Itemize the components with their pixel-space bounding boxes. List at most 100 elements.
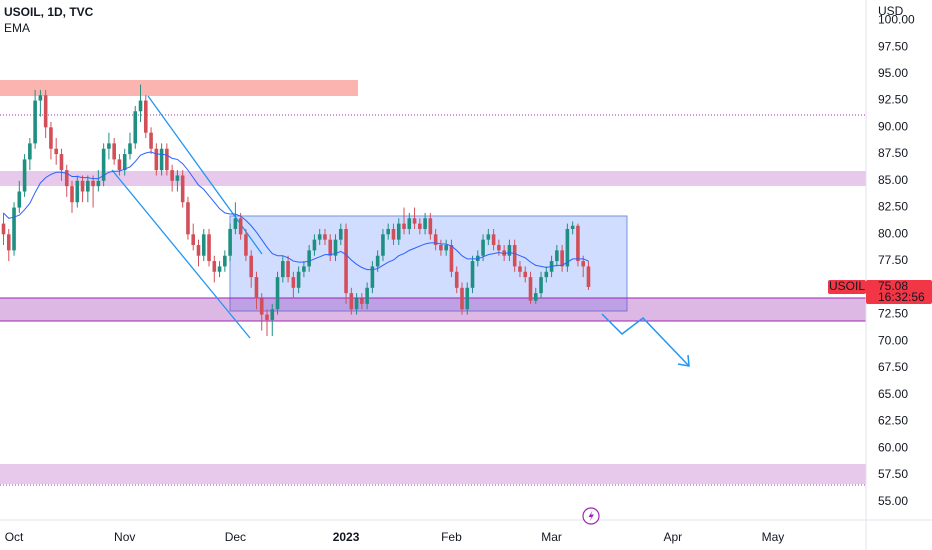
symbol-tag: USOIL [829, 279, 865, 293]
candle-body [539, 277, 543, 294]
candle-body [86, 180, 90, 192]
candle-body [302, 266, 306, 272]
candle-body [91, 180, 95, 187]
candle-body [291, 277, 296, 288]
y-tick-label: 72.50 [878, 307, 908, 321]
candle-body [491, 234, 496, 246]
candle-body [444, 245, 448, 251]
y-tick-label: 65.00 [878, 387, 908, 401]
labels: USOIL, 1D, TVC EMA USD 55.00 57.50 60.00 62.… [4, 4, 932, 544]
y-tick-label: 97.50 [878, 39, 908, 53]
candle-body [433, 234, 438, 246]
price-tag-bg [866, 279, 932, 304]
y-tick-label: 85.00 [878, 173, 908, 187]
x-tick-label: 2023 [333, 530, 360, 544]
candle-body [38, 95, 43, 101]
x-tick-label: Nov [114, 530, 135, 544]
candle-body [12, 207, 16, 251]
candle-body [296, 271, 301, 288]
candle-body [28, 143, 32, 160]
candle-body [170, 170, 174, 181]
y-tick-label: 60.00 [878, 440, 908, 454]
candle-body [270, 309, 275, 320]
candle-body [122, 154, 127, 171]
candle-body [449, 245, 454, 272]
candle-body [275, 277, 280, 310]
x-tick-label: Dec [225, 530, 246, 544]
trend-line [111, 169, 251, 339]
y-tick-label: 57.50 [878, 467, 908, 481]
y-tick-label: 87.50 [878, 146, 908, 160]
y-tick-label: 80.00 [878, 226, 908, 240]
candle-body [338, 228, 343, 240]
candle-body [112, 143, 116, 160]
events-icon[interactable] [582, 507, 600, 525]
candle-body [576, 225, 580, 262]
support-zone [0, 298, 866, 321]
candle-body [386, 228, 391, 235]
candle-body [259, 298, 264, 315]
supply-zone [0, 80, 358, 96]
candle-body [307, 250, 311, 267]
candle-body [17, 191, 22, 208]
candle-body [396, 223, 401, 240]
candle-body [523, 271, 528, 278]
candle-body [470, 261, 475, 288]
candle-body [64, 170, 69, 187]
x-tick-label: May [762, 530, 785, 544]
candle-body [180, 175, 185, 203]
candle-body [54, 148, 58, 155]
candle-body [555, 250, 559, 262]
candle-body [328, 239, 333, 256]
candle-body [175, 175, 180, 181]
events-icon-bolt[interactable] [588, 510, 595, 522]
candle-body [533, 293, 538, 301]
resistance-zone [0, 171, 866, 186]
candle-body [423, 218, 427, 229]
candle-body [581, 261, 585, 267]
x-tick-label: Apr [663, 530, 682, 544]
candle-body [312, 239, 317, 251]
candle-body [75, 180, 80, 203]
candle-body [286, 261, 290, 278]
y-tick-label: 77.50 [878, 253, 908, 267]
y-unit: USD [878, 4, 904, 18]
candle-body [407, 218, 412, 229]
marks [1, 84, 591, 336]
y-tick-label: 95.00 [878, 66, 908, 80]
last-price: 75.08 [878, 279, 908, 293]
candle-body [570, 225, 575, 229]
candle-body [49, 127, 53, 149]
candle-body [96, 180, 101, 187]
candle-body [465, 287, 470, 310]
candle-body [233, 218, 238, 229]
candle-body [138, 100, 143, 112]
candle-body [201, 234, 206, 256]
candle-body [381, 234, 385, 256]
candle-body [360, 298, 364, 304]
y-tick-label: 100.00 [878, 13, 915, 27]
candle-body [165, 148, 169, 171]
candle-body [281, 261, 285, 278]
x-tick-label: Oct [5, 530, 24, 544]
candle-body [354, 298, 359, 310]
x-tick-label: Mar [541, 530, 562, 544]
candle-body [107, 143, 111, 149]
candle-body [349, 293, 354, 310]
candle-body [223, 255, 227, 267]
y-tick-label: 92.50 [878, 93, 908, 107]
arrow-head [677, 354, 690, 367]
candle-body [191, 234, 196, 246]
y-tick-label: 82.50 [878, 200, 908, 214]
y-tick-label: 70.00 [878, 333, 908, 347]
candle-body [149, 132, 153, 149]
candle-body [502, 250, 506, 256]
candle-body [212, 261, 217, 272]
candle-body [128, 143, 132, 155]
candle-body [43, 95, 48, 128]
candle-body [207, 234, 211, 262]
candle-body [1, 223, 6, 235]
